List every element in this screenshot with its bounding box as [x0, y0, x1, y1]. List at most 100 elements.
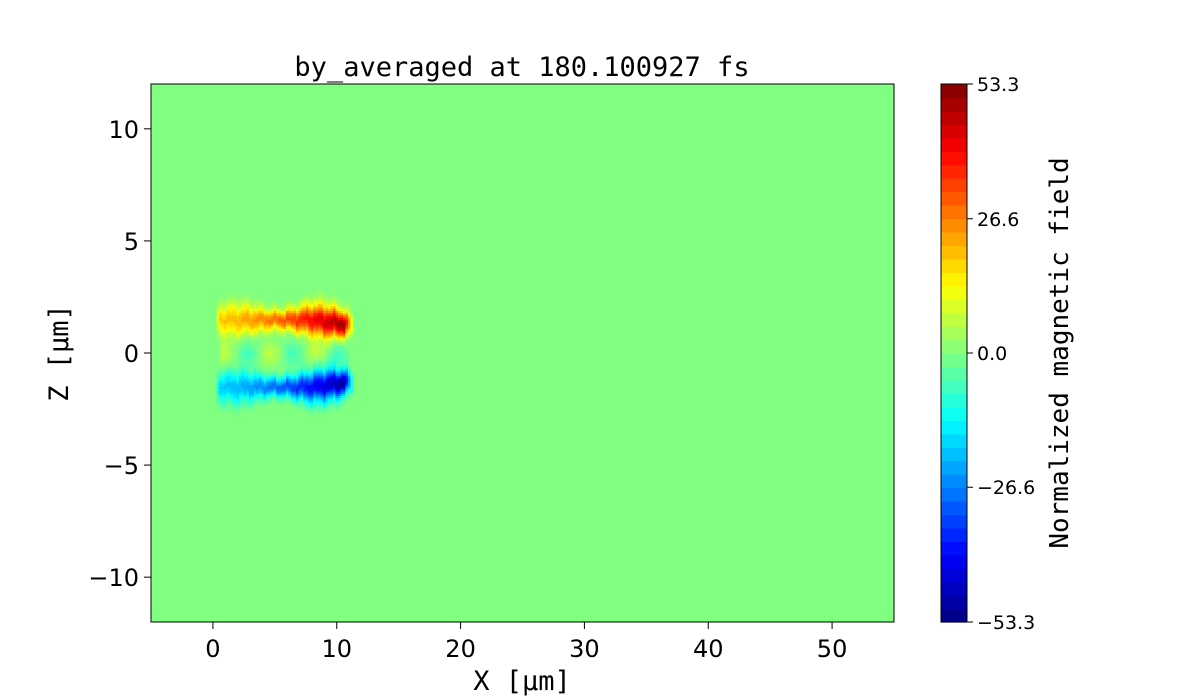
heatmap-cell — [241, 384, 245, 388]
heatmap-cell — [345, 314, 349, 318]
heatmap-cell — [328, 319, 332, 323]
heatmap-cell — [293, 312, 297, 316]
heatmap-cell — [246, 359, 250, 363]
heatmap-cell — [278, 303, 282, 307]
heatmap-cell — [278, 397, 282, 401]
heatmap-cell — [273, 386, 277, 390]
heatmap-cell — [315, 305, 319, 309]
heatmap-cell — [337, 337, 341, 341]
heatmap-cell — [231, 357, 235, 361]
heatmap-cell — [241, 303, 245, 307]
heatmap-cell — [328, 386, 332, 390]
heatmap-cell — [320, 409, 324, 412]
heatmap-cell — [320, 393, 324, 397]
heatmap-cell — [315, 402, 319, 406]
heatmap-cell — [323, 310, 327, 314]
heatmap-cell — [233, 299, 237, 302]
heatmap-cell — [313, 361, 317, 365]
heatmap-cell — [305, 353, 309, 356]
heatmap-cell — [305, 296, 309, 300]
heatmap-cell — [342, 337, 346, 341]
heatmap-cell — [320, 344, 324, 347]
heatmap-cell — [333, 393, 337, 397]
heatmap-cell — [221, 337, 225, 341]
heatmap-cell — [256, 375, 260, 379]
heatmap-cell — [320, 353, 324, 356]
heatmap-cell — [288, 339, 292, 343]
heatmap-cell — [308, 386, 312, 390]
heatmap-cell — [238, 395, 242, 399]
heatmap-cell — [303, 370, 307, 374]
heatmap-cell — [347, 395, 351, 399]
heatmap-cell — [328, 379, 332, 383]
heatmap-cell — [263, 350, 267, 354]
heatmap-cell — [271, 384, 275, 388]
heatmap-cell — [315, 379, 319, 383]
heatmap-cell — [271, 350, 275, 354]
heatmap-cell — [340, 332, 344, 336]
heatmap-cell — [238, 393, 242, 397]
heatmap-cell — [251, 308, 255, 311]
heatmap-cell — [246, 370, 250, 374]
heatmap-cell — [328, 337, 332, 341]
heatmap-cell — [226, 384, 230, 388]
heatmap-cell — [330, 294, 334, 298]
heatmap-cell — [305, 314, 309, 318]
heatmap-cell — [340, 328, 344, 332]
heatmap-cell — [261, 397, 265, 401]
heatmap-cell — [253, 361, 257, 365]
heatmap-cell — [224, 326, 228, 329]
colorbar-level — [941, 178, 967, 193]
heatmap-cell — [310, 346, 314, 350]
heatmap-cell — [216, 310, 220, 314]
heatmap-cell — [233, 308, 237, 311]
heatmap-cell — [323, 319, 327, 323]
heatmap-cell — [313, 391, 317, 394]
heatmap-cell — [241, 404, 245, 408]
heatmap-cell — [333, 406, 337, 410]
heatmap-cell — [328, 312, 332, 316]
heatmap-cell — [295, 388, 299, 392]
heatmap-cell — [330, 299, 334, 302]
heatmap-cell — [238, 328, 242, 332]
heatmap-cell — [310, 348, 314, 352]
heatmap-cell — [350, 388, 354, 392]
heatmap-cell — [320, 335, 324, 338]
heatmap-cell — [253, 332, 257, 336]
heatmap-cell — [347, 310, 351, 314]
heatmap-cell — [221, 310, 225, 314]
heatmap-cell — [342, 330, 346, 334]
heatmap-cell — [303, 301, 307, 305]
heatmap-cell — [246, 406, 250, 410]
heatmap-cell — [229, 353, 232, 356]
heatmap-cell — [303, 402, 307, 406]
heatmap-cell — [320, 404, 324, 408]
heatmap-cell — [298, 366, 302, 370]
heatmap-cell — [246, 308, 250, 311]
colorbar-tick-label: −53.3 — [977, 612, 1035, 634]
heatmap-cell — [335, 368, 339, 372]
heatmap-cell — [229, 330, 232, 334]
heatmap-cell — [231, 366, 235, 370]
heatmap-cell — [283, 388, 287, 392]
heatmap-cell — [313, 292, 317, 296]
heatmap-cell — [340, 301, 344, 305]
heatmap-cell — [313, 350, 317, 354]
heatmap-cell — [295, 409, 299, 412]
heatmap-cell — [273, 395, 277, 399]
heatmap-cell — [293, 339, 297, 343]
heatmap-cell — [229, 409, 232, 412]
heatmap-cell — [313, 299, 317, 302]
heatmap-cell — [325, 359, 329, 363]
heatmap-cell — [300, 346, 304, 350]
heatmap-cell — [266, 388, 270, 392]
heatmap-cell — [337, 308, 341, 311]
heatmap-cell — [295, 391, 299, 394]
heatmap-cell — [243, 314, 247, 318]
heatmap-cell — [323, 321, 327, 325]
heatmap-cell — [248, 308, 252, 311]
heatmap-cell — [347, 397, 351, 401]
heatmap-cell — [308, 308, 312, 311]
heatmap-cell — [258, 317, 262, 320]
heatmap-cell — [318, 301, 322, 305]
